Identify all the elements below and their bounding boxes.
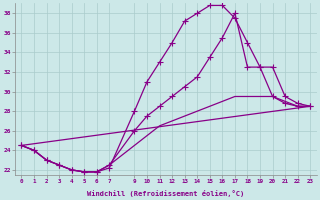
X-axis label: Windchill (Refroidissement éolien,°C): Windchill (Refroidissement éolien,°C) [87,190,244,197]
